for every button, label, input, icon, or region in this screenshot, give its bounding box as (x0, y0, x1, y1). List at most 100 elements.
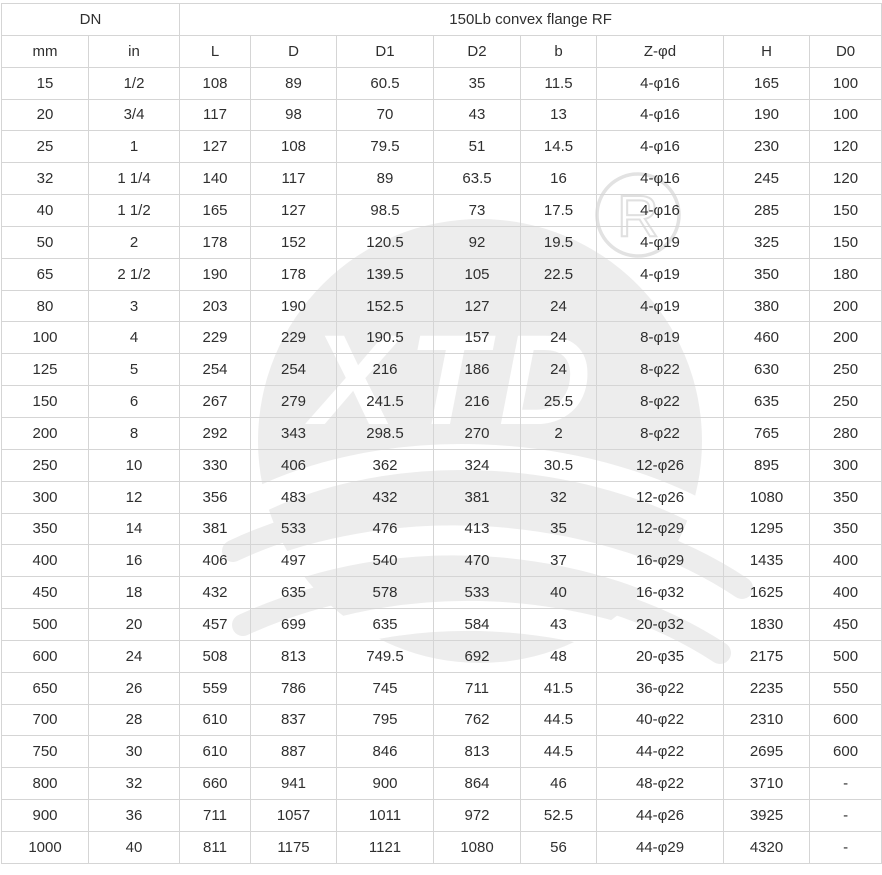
cell: 254 (250, 353, 338, 387)
cell: 330 (179, 448, 252, 482)
page: XTD R DN 150Lb convex flange RF mm in L … (0, 3, 882, 875)
cell: 150 (809, 225, 882, 259)
cell: 400 (1, 544, 89, 578)
cell: 150 (809, 194, 882, 227)
cell: 157 (433, 321, 522, 355)
cell: 178 (250, 257, 338, 291)
cell: 813 (433, 735, 522, 769)
cell: 2 (87, 225, 181, 259)
table-row: 100 4 229 229 190.5 157 24 8-φ19 460 200 (1, 321, 882, 355)
flange-dimensions-table: DN 150Lb convex flange RF mm in L D D1 D… (0, 3, 882, 864)
cell: 400 (809, 544, 882, 578)
cell: - (809, 830, 882, 864)
cell: 533 (250, 512, 338, 546)
cell: 1435 (723, 544, 811, 578)
table-row: 200 8 292 343 298.5 270 2 8-φ22 765 280 (1, 416, 882, 450)
cell: 30 (87, 735, 181, 769)
cell: 40 (87, 830, 181, 864)
cell: 43 (520, 608, 598, 641)
cell: 32 (87, 767, 181, 801)
cell: 44-φ29 (596, 830, 725, 864)
cell: 203 (179, 289, 252, 323)
cell: 280 (809, 416, 882, 450)
cell: 610 (179, 703, 252, 737)
table-row: 750 30 610 887 846 813 44.5 44-φ22 2695 600 (1, 735, 882, 769)
cell: 20 (1, 98, 89, 132)
cell: 200 (1, 416, 89, 450)
cell: 52.5 (520, 799, 598, 832)
cell: 895 (723, 448, 811, 482)
cell: 70 (336, 98, 435, 132)
cell: 813 (250, 639, 338, 673)
cell: 1080 (433, 830, 522, 864)
table-row: 350 14 381 533 476 413 35 12-φ29 1295 350 (1, 512, 882, 546)
cell: 3/4 (87, 98, 181, 132)
table-row: 900 36 711 1057 1011 972 52.5 44-φ26 3925- (1, 799, 882, 832)
cell: 14 (87, 512, 181, 546)
cell: 432 (179, 576, 252, 610)
cell: 635 (250, 576, 338, 610)
cell: 65 (1, 257, 89, 291)
cell: 19.5 (520, 225, 598, 259)
table-header: DN 150Lb convex flange RF mm in L D D1 D… (0, 3, 882, 68)
cell: 457 (179, 608, 252, 641)
cell: 533 (433, 576, 522, 610)
cell: 44-φ26 (596, 799, 725, 832)
table-row: 1000 40 811 1175 1121 1080 56 44-φ29 4320- (1, 830, 882, 864)
cell: 28 (87, 703, 181, 737)
column-header-row: mm in L D D1 D2 b Z-φd H D0 (1, 34, 882, 68)
cell: 406 (179, 544, 252, 578)
cell: 36 (87, 799, 181, 832)
cell: 16-φ32 (596, 576, 725, 610)
cell: 12-φ26 (596, 480, 725, 514)
cell: 3 (87, 289, 181, 323)
table-row: 600 24 508 813 749.5 692 48 20-φ35 2175 500 (1, 639, 882, 673)
cell: 20-φ35 (596, 639, 725, 673)
cell: 8 (87, 416, 181, 450)
cell: 43 (433, 98, 522, 132)
cell: 48 (520, 639, 598, 673)
cell: 73 (433, 194, 522, 227)
cell: 140 (179, 162, 252, 196)
table-row: 450 18 432 635 578 533 40 16-φ32 1625 400 (1, 576, 882, 610)
cell: 749.5 (336, 639, 435, 673)
cell: 10 (87, 448, 181, 482)
cell: 2695 (723, 735, 811, 769)
cell: 190 (179, 257, 252, 291)
cell: 11.5 (520, 66, 598, 100)
table-row: 25 1 127 108 79.5 51 14.5 4-φ16 230 120 (1, 130, 882, 164)
cell: 4320 (723, 830, 811, 864)
col-header-L: L (179, 34, 252, 68)
cell: 600 (809, 735, 882, 769)
cell: 5 (87, 353, 181, 387)
cell: 470 (433, 544, 522, 578)
table-row: 150 6 267 279 241.5 216 25.5 8-φ22 635 250 (1, 385, 882, 418)
col-header-D: D (250, 34, 338, 68)
cell: 635 (723, 385, 811, 418)
cell: 559 (179, 671, 252, 705)
cell: 300 (809, 448, 882, 482)
cell: 2235 (723, 671, 811, 705)
cell: 1830 (723, 608, 811, 641)
cell: 105 (433, 257, 522, 291)
cell: 8-φ22 (596, 416, 725, 450)
cell: 18 (87, 576, 181, 610)
cell: 699 (250, 608, 338, 641)
cell: 406 (250, 448, 338, 482)
cell: 795 (336, 703, 435, 737)
cell: 6 (87, 385, 181, 418)
cell: 44.5 (520, 735, 598, 769)
group-header-row: DN 150Lb convex flange RF (0, 3, 882, 36)
cell: 508 (179, 639, 252, 673)
cell: 92 (433, 225, 522, 259)
cell: 540 (336, 544, 435, 578)
table-row: 500 20 457 699 635 584 43 20-φ32 1830 450 (1, 608, 882, 641)
table-body: 15 1/2 108 89 60.5 35 11.5 4-φ16 165 100 20 3/4 117 9… (1, 66, 882, 864)
cell: 298.5 (336, 416, 435, 450)
cell: 711 (179, 799, 252, 832)
cell: 216 (336, 353, 435, 387)
cell: 4 (87, 321, 181, 355)
table-row: 400 16 406 497 540 470 37 16-φ29 1435 400 (1, 544, 882, 578)
cell: - (809, 767, 882, 801)
cell: 711 (433, 671, 522, 705)
